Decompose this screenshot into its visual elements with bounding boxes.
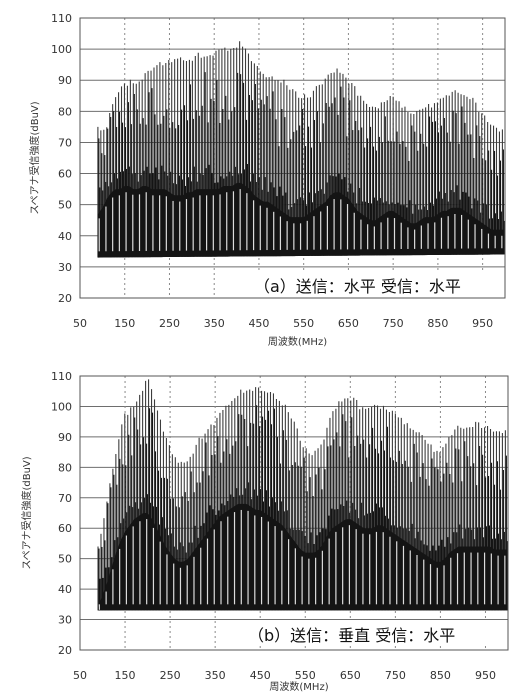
y-axis-label: スペアナ受信強度(dBuV) (28, 101, 41, 214)
x-tick-label: 850 (430, 669, 451, 682)
caption-box (246, 621, 506, 646)
x-tick-label: 750 (385, 669, 406, 682)
x-tick-label: 650 (340, 669, 361, 682)
x-tick-label: 250 (159, 317, 180, 330)
x-tick-label: 450 (250, 669, 271, 682)
y-tick-label: 20 (58, 292, 72, 305)
x-tick-label: 850 (427, 317, 448, 330)
y-tick-label: 90 (58, 431, 72, 444)
x-tick-label: 750 (383, 317, 404, 330)
y-tick-label: 110 (51, 370, 72, 383)
y-tick-label: 70 (58, 492, 72, 505)
x-tick-label: 550 (293, 317, 314, 330)
y-tick-label: 50 (58, 199, 72, 212)
x-tick-label: 50 (73, 669, 87, 682)
y-tick-label: 20 (58, 644, 72, 657)
plot-frame (79, 375, 509, 651)
y-tick-label: 60 (58, 522, 72, 535)
x-tick-label: 50 (73, 317, 87, 330)
y-tick-label: 80 (58, 105, 72, 118)
chart-0: 20 30 40 50 60 70 80 90 100 110 50 150 250 350 450 550 6… (28, 12, 506, 348)
y-tick-label: 60 (58, 168, 72, 181)
x-tick-label: 950 (475, 669, 496, 682)
x-tick-label: 150 (114, 317, 135, 330)
y-tick-label: 100 (51, 43, 72, 56)
chart-title: （b）送信：垂直 受信：水平 (248, 626, 455, 645)
y-tick-label: 40 (58, 583, 72, 596)
x-tick-label: 650 (338, 317, 359, 330)
y-axis-label: スペアナ受信強度(dBuV) (20, 456, 33, 569)
x-tick-label: 350 (204, 317, 225, 330)
y-tick-label: 110 (51, 12, 72, 25)
y-tick-label: 70 (58, 136, 72, 149)
chart-title: （a）送信：水平 受信：水平 (254, 277, 461, 296)
x-tick-label: 150 (115, 669, 136, 682)
x-axis-label: 周波数(MHz) (268, 335, 327, 348)
x-tick-label: 950 (472, 317, 493, 330)
x-tick-label: 550 (295, 669, 316, 682)
x-axis-label: 周波数(MHz) (269, 680, 328, 693)
y-tick-label: 50 (58, 553, 72, 566)
y-tick-label: 80 (58, 461, 72, 474)
x-tick-label: 350 (205, 669, 226, 682)
x-tick-label: 450 (248, 317, 269, 330)
caption-box (252, 272, 503, 297)
y-tick-label: 100 (51, 400, 72, 413)
plot-frame (79, 17, 506, 299)
chart-1: 20 30 40 50 60 70 80 90 100 110 50 150 250 350 450 550 6… (20, 370, 509, 693)
x-tick-label: 250 (160, 669, 181, 682)
y-tick-label: 30 (58, 261, 72, 274)
y-tick-label: 30 (58, 614, 72, 627)
y-tick-label: 40 (58, 230, 72, 243)
y-tick-label: 90 (58, 74, 72, 87)
